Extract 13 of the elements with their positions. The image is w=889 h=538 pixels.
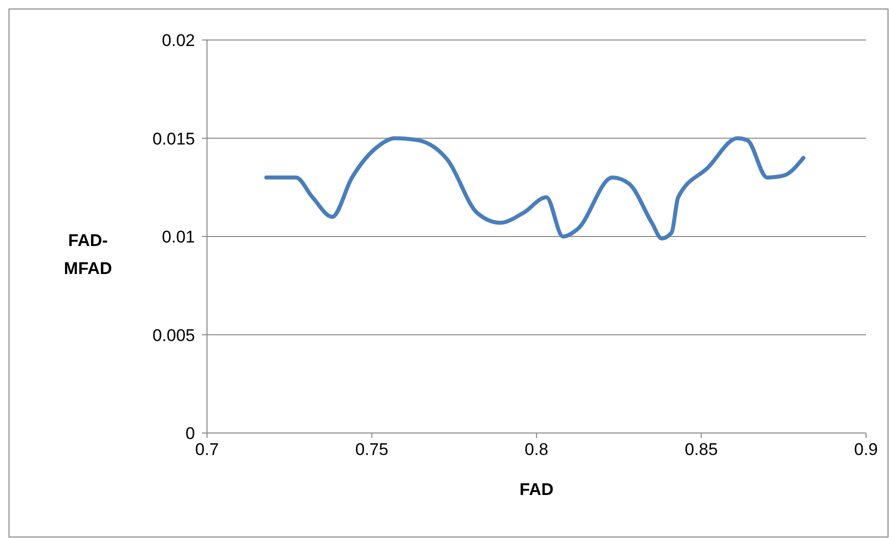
y-tick-label: 0.01 (162, 228, 195, 246)
y-axis-title: FAD-MFAD (64, 231, 112, 278)
x-tick-label: 0.8 (524, 440, 548, 459)
x-axis-title: FAD (520, 480, 554, 499)
x-tick-label: 0.7 (195, 440, 219, 459)
x-tick-label: 0.9 (854, 440, 878, 459)
y-tick-label: 0.015 (152, 129, 195, 148)
y-tick-label: 0.02 (162, 31, 195, 50)
line-series (264, 136, 806, 240)
x-tick-label: 0.85 (684, 440, 718, 459)
x-tick-label: 0.75 (355, 440, 388, 459)
y-tick-label: 0.005 (152, 326, 195, 345)
y-tick-label: 0 (186, 424, 195, 443)
